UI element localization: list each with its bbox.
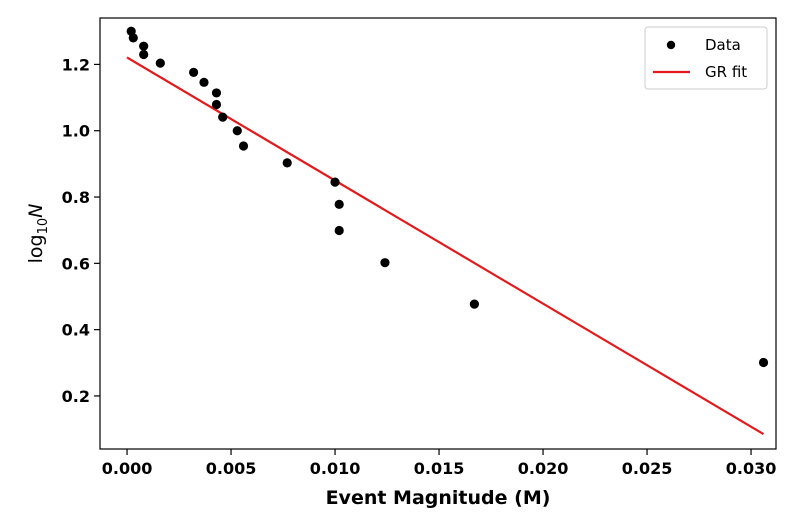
x-axis-ticks: 0.000 0.005 0.010 0.015 0.020 0.025 0.030 xyxy=(102,449,777,478)
y-axis-ticks: 0.2 0.4 0.6 0.8 1.0 1.2 xyxy=(62,55,100,406)
legend-label-fit: GR fit xyxy=(705,63,747,81)
plot-marks xyxy=(126,26,769,436)
data-point xyxy=(139,49,149,60)
data-point xyxy=(139,41,149,51)
y-tick-label: 0.4 xyxy=(62,321,90,340)
data-point xyxy=(218,112,228,122)
data-point xyxy=(238,141,249,151)
data-point xyxy=(330,177,340,187)
y-axis-label: log10N xyxy=(25,204,51,264)
data-point xyxy=(334,199,344,209)
y-axis-label-base: log xyxy=(25,234,47,263)
plot-frame xyxy=(99,17,777,450)
y-tick-label: 0.6 xyxy=(62,254,90,273)
x-axis-label: Event Magnitude (M) xyxy=(326,487,551,509)
data-point xyxy=(128,33,138,43)
data-point xyxy=(469,299,479,309)
legend: Data GR fit xyxy=(644,26,768,90)
data-point xyxy=(758,357,769,368)
x-tick-label: 0.010 xyxy=(310,459,361,478)
data-point xyxy=(232,126,242,136)
fit-line xyxy=(126,56,765,436)
legend-marker-data xyxy=(666,40,676,50)
x-tick-label: 0.030 xyxy=(726,459,777,478)
data-point xyxy=(211,99,222,110)
x-tick-label: 0.020 xyxy=(518,459,569,478)
data-point xyxy=(211,88,222,98)
data-point xyxy=(380,258,390,268)
data-point xyxy=(189,67,199,77)
y-tick-label: 0.2 xyxy=(62,387,90,406)
y-tick-label: 1.2 xyxy=(62,55,90,74)
y-axis-label-subscript: 10 xyxy=(36,218,51,235)
data-point xyxy=(199,77,209,87)
y-tick-label: 1.0 xyxy=(62,122,90,141)
x-tick-label: 0.025 xyxy=(622,459,673,478)
x-tick-label: 0.000 xyxy=(102,459,153,478)
data-point xyxy=(155,58,165,68)
y-axis-label-symbol: N xyxy=(25,204,47,218)
data-point xyxy=(334,225,344,236)
legend-label-data: Data xyxy=(705,36,741,54)
legend-box xyxy=(644,26,768,90)
x-tick-label: 0.015 xyxy=(414,459,465,478)
x-tick-label: 0.005 xyxy=(206,459,257,478)
y-tick-label: 0.8 xyxy=(62,188,90,207)
data-point xyxy=(282,158,292,168)
